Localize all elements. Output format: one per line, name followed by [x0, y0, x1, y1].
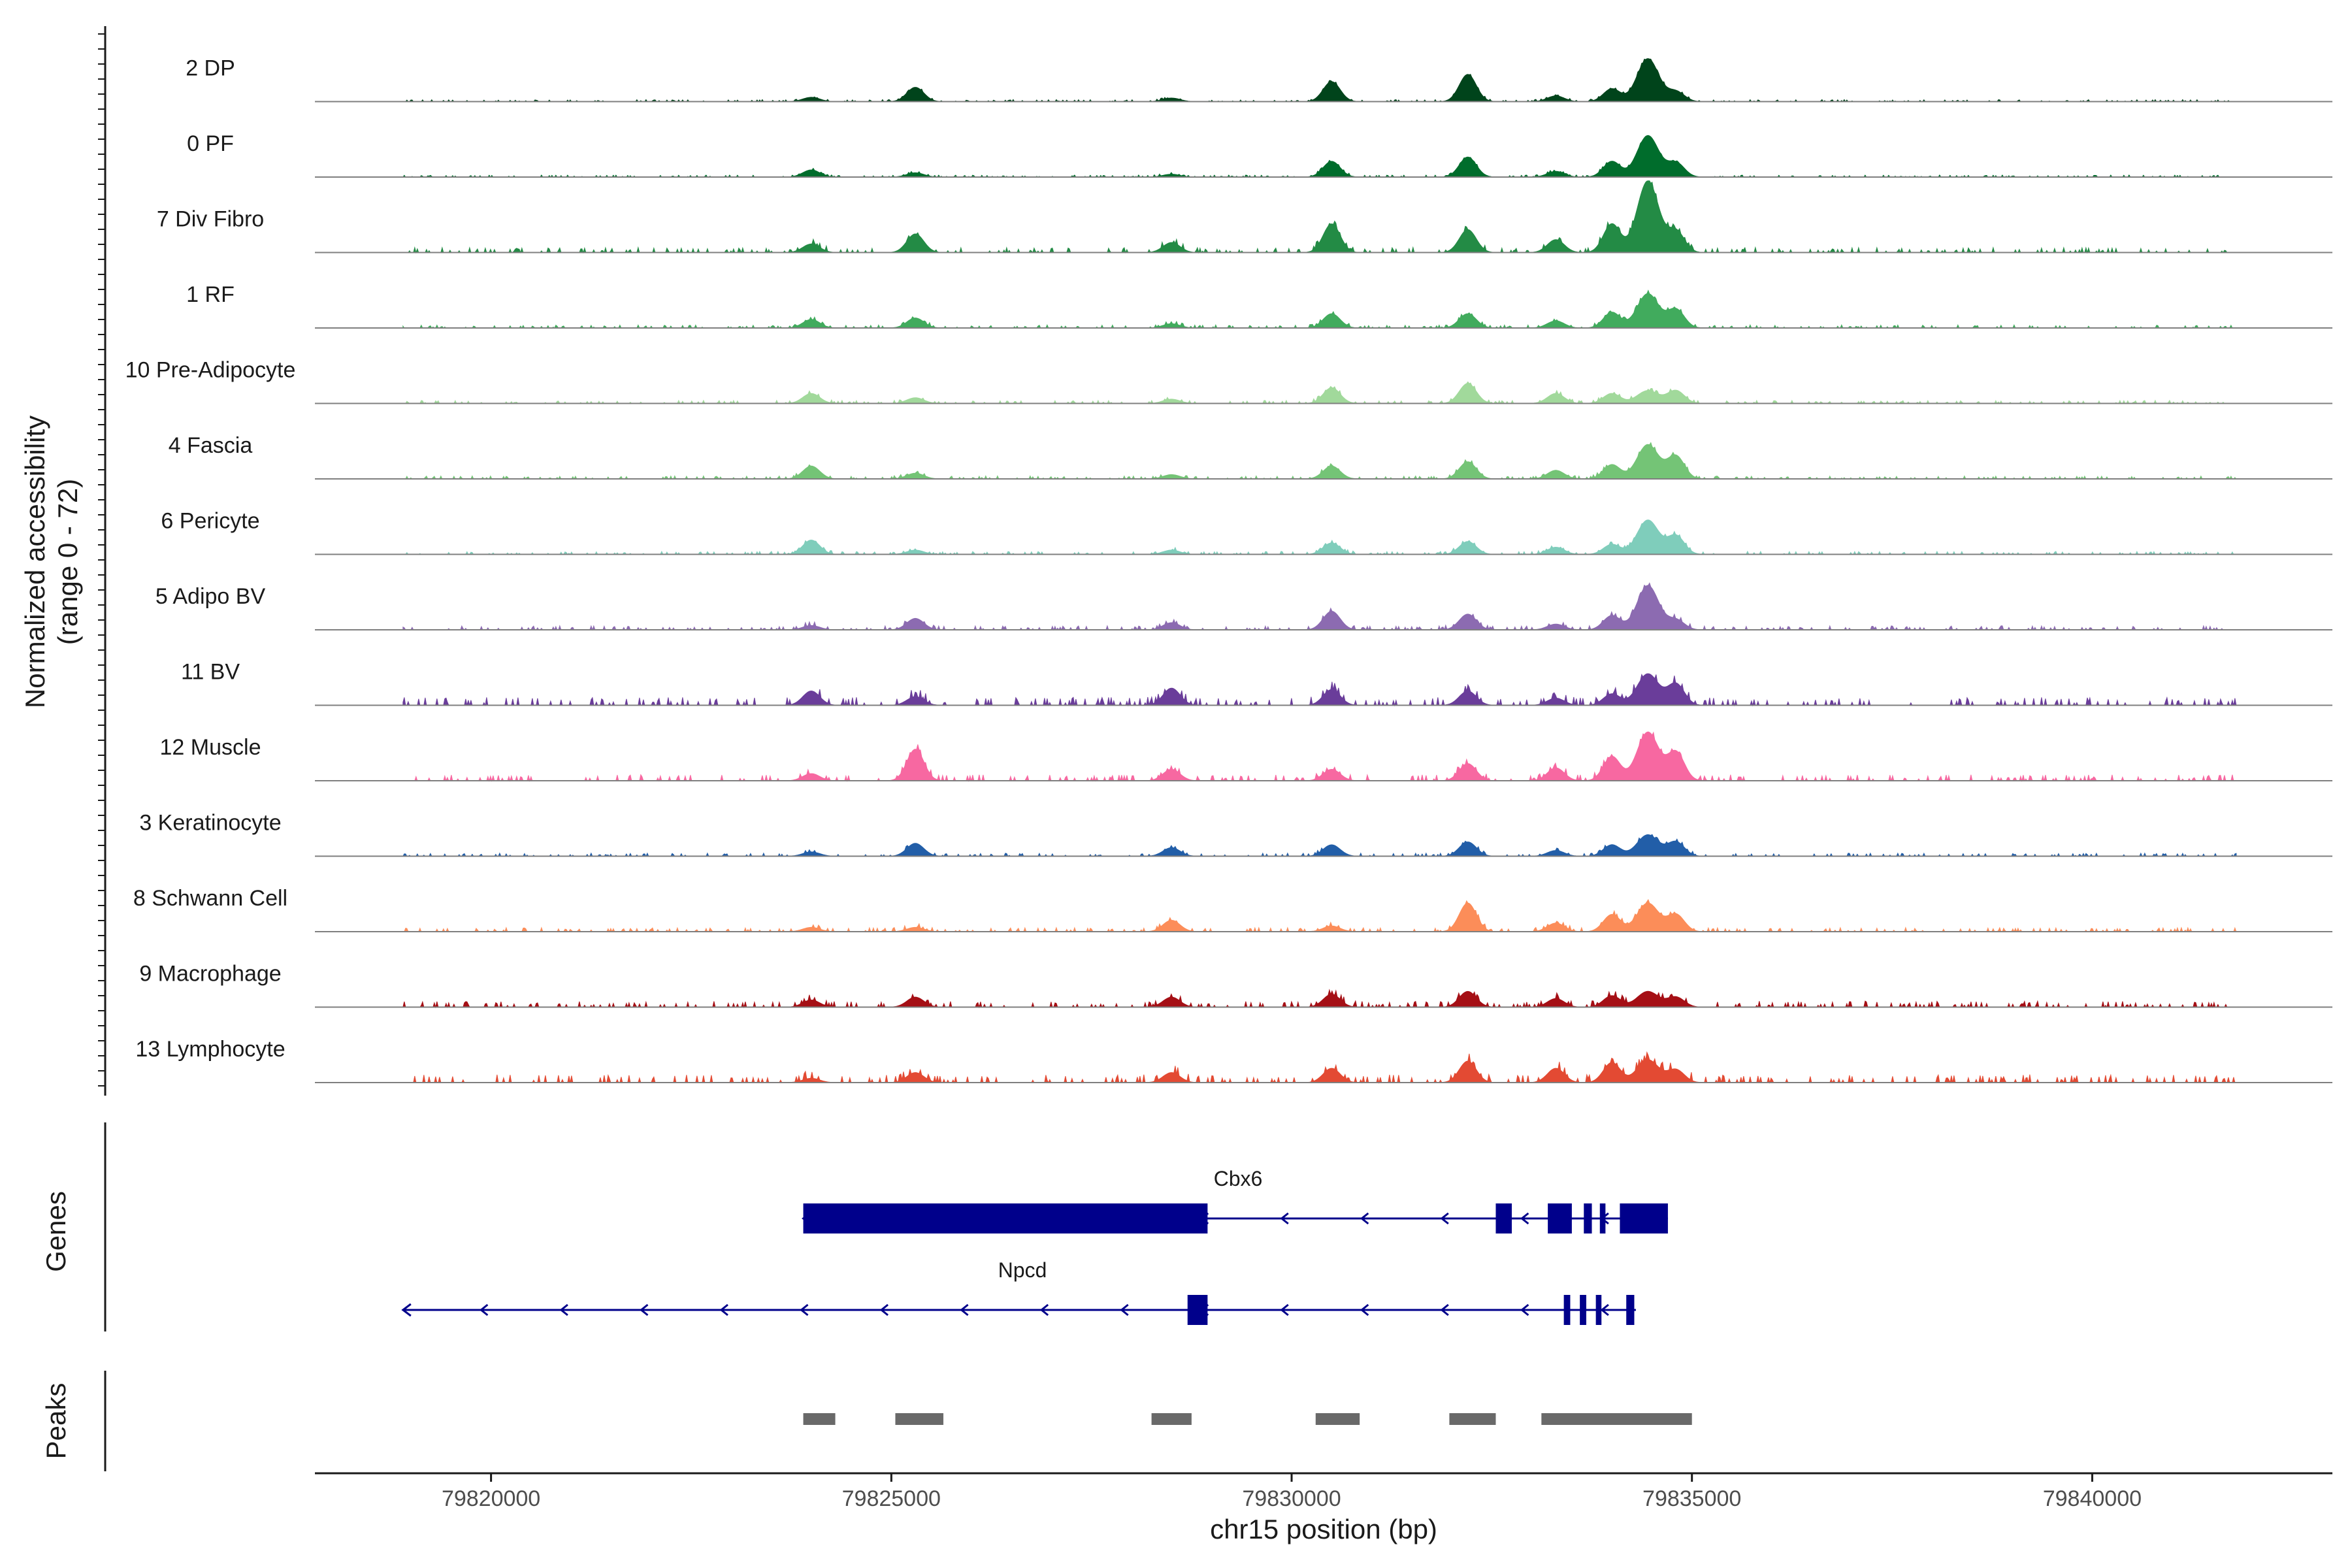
coverage-y-axis — [98, 26, 106, 1096]
coverage-area — [402, 289, 2236, 329]
peak-region — [1151, 1413, 1192, 1425]
exon — [1548, 1203, 1572, 1233]
track-7-div-fibro: 7 Div Fibro — [157, 180, 2332, 254]
strand-arrow — [1280, 1303, 1289, 1316]
genes-panel-label: Genes — [41, 1191, 71, 1272]
x-tick-label: 79840000 — [2043, 1486, 2142, 1511]
track-1-rf: 1 RF — [186, 282, 2332, 329]
track-label: 11 BV — [181, 660, 240, 685]
peak-region — [1541, 1413, 1692, 1425]
strand-arrow — [1360, 1303, 1369, 1316]
exon — [1580, 1295, 1586, 1325]
gene-cbx6: Cbx6 — [801, 1167, 1668, 1233]
gene-track: Cbx6 Npcd — [401, 1167, 1668, 1325]
track-12-muscle: 12 Muscle — [160, 731, 2332, 782]
x-tick-label: 79830000 — [1242, 1486, 1341, 1511]
coverage-area — [402, 582, 2236, 631]
coverage-tracks: 2 DP 0 PF 7 Div Fibro 1 RF 10 Pre-Adipocyte 4… — [125, 56, 2332, 1084]
coverage-area — [402, 834, 2237, 857]
coverage-area — [402, 988, 2236, 1009]
strand-arrow — [879, 1303, 889, 1316]
x-tick-label: 79835000 — [1642, 1486, 1741, 1511]
track-label: 0 PF — [187, 131, 234, 156]
exon — [1563, 1295, 1571, 1325]
strand-arrow — [1440, 1212, 1449, 1225]
x-axis-ticks: 79820000 79825000 79830000 79835000 79840000 — [442, 1473, 2142, 1511]
track-11-bv: 11 BV — [181, 660, 2332, 707]
strand-arrow — [1520, 1212, 1529, 1225]
track-9-macrophage: 9 Macrophage — [139, 962, 2332, 1009]
x-axis-title: chr15 position (bp) — [1210, 1514, 1437, 1544]
strand-arrow — [1280, 1212, 1289, 1225]
exon — [1595, 1295, 1602, 1325]
track-label: 7 Div Fibro — [157, 207, 264, 232]
coverage-area — [402, 135, 2236, 178]
track-label: 5 Adipo BV — [155, 584, 266, 609]
peak-region — [1449, 1413, 1496, 1425]
coverage-area — [402, 519, 2236, 555]
strand-arrow — [719, 1303, 728, 1316]
peak-region — [1315, 1413, 1360, 1425]
strand-arrow — [1440, 1303, 1449, 1316]
exon — [1495, 1203, 1512, 1233]
track-2-dp: 2 DP — [186, 56, 2332, 103]
track-5-adipo-bv: 5 Adipo BV — [155, 582, 2332, 631]
peaks-panel-label: Peaks — [41, 1383, 71, 1460]
strand-arrow — [1120, 1303, 1129, 1316]
track-8-schwann-cell: 8 Schwann Cell — [133, 886, 2332, 933]
track-label: 9 Macrophage — [139, 962, 281, 987]
track-label: 2 DP — [186, 56, 235, 81]
gene-label: Cbx6 — [1214, 1167, 1263, 1190]
strand-arrow — [960, 1303, 969, 1316]
track-3-keratinocyte: 3 Keratinocyte — [139, 811, 2332, 857]
coverage-area — [402, 1051, 2236, 1084]
coverage-area — [402, 180, 2236, 254]
track-label: 1 RF — [186, 282, 235, 307]
coverage-area — [402, 899, 2237, 933]
strand-arrow — [401, 1303, 412, 1317]
strand-arrow — [1520, 1303, 1529, 1316]
strand-arrow — [1039, 1303, 1049, 1316]
peak-region — [803, 1413, 836, 1425]
strand-arrow — [800, 1303, 809, 1316]
exon — [803, 1203, 1208, 1233]
track-label: 3 Keratinocyte — [139, 811, 281, 836]
coverage-area — [402, 442, 2237, 480]
x-tick-label: 79825000 — [842, 1486, 941, 1511]
strand-arrow — [559, 1303, 568, 1316]
y-axis-title: Normalized accessibility — [20, 416, 50, 708]
track-label: 4 Fascia — [169, 433, 253, 458]
coverage-area — [402, 731, 2236, 782]
peaks-track — [803, 1413, 1692, 1425]
track-label: 6 Pericyte — [161, 509, 259, 534]
track-0-pf: 0 PF — [187, 131, 2332, 178]
track-label: 13 Lymphocyte — [135, 1037, 285, 1062]
coverage-area — [402, 58, 2236, 103]
track-label: 10 Pre-Adipocyte — [125, 358, 296, 383]
strand-arrow — [479, 1303, 489, 1316]
coverage-area — [402, 673, 2237, 707]
exon — [1626, 1295, 1635, 1325]
strand-arrow — [1600, 1303, 1609, 1316]
strand-arrow — [1360, 1212, 1369, 1225]
gene-npcd: Npcd — [401, 1258, 1636, 1325]
track-4-fascia: 4 Fascia — [169, 433, 2332, 480]
exon — [1187, 1295, 1208, 1325]
strand-arrow — [640, 1303, 649, 1316]
track-label: 12 Muscle — [160, 735, 261, 760]
gene-label: Npcd — [998, 1258, 1047, 1282]
exon — [1599, 1203, 1606, 1233]
peak-region — [895, 1413, 943, 1425]
track-10-pre-adipocyte: 10 Pre-Adipocyte — [125, 358, 2332, 404]
coverage-area — [402, 381, 2236, 404]
y-axis-subtitle: (range 0 - 72) — [52, 479, 83, 645]
track-13-lymphocyte: 13 Lymphocyte — [135, 1037, 2332, 1084]
track-6-pericyte: 6 Pericyte — [161, 509, 2332, 555]
exon — [1584, 1203, 1592, 1233]
exon — [1620, 1203, 1668, 1233]
x-tick-label: 79820000 — [442, 1486, 540, 1511]
track-label: 8 Schwann Cell — [133, 886, 287, 911]
